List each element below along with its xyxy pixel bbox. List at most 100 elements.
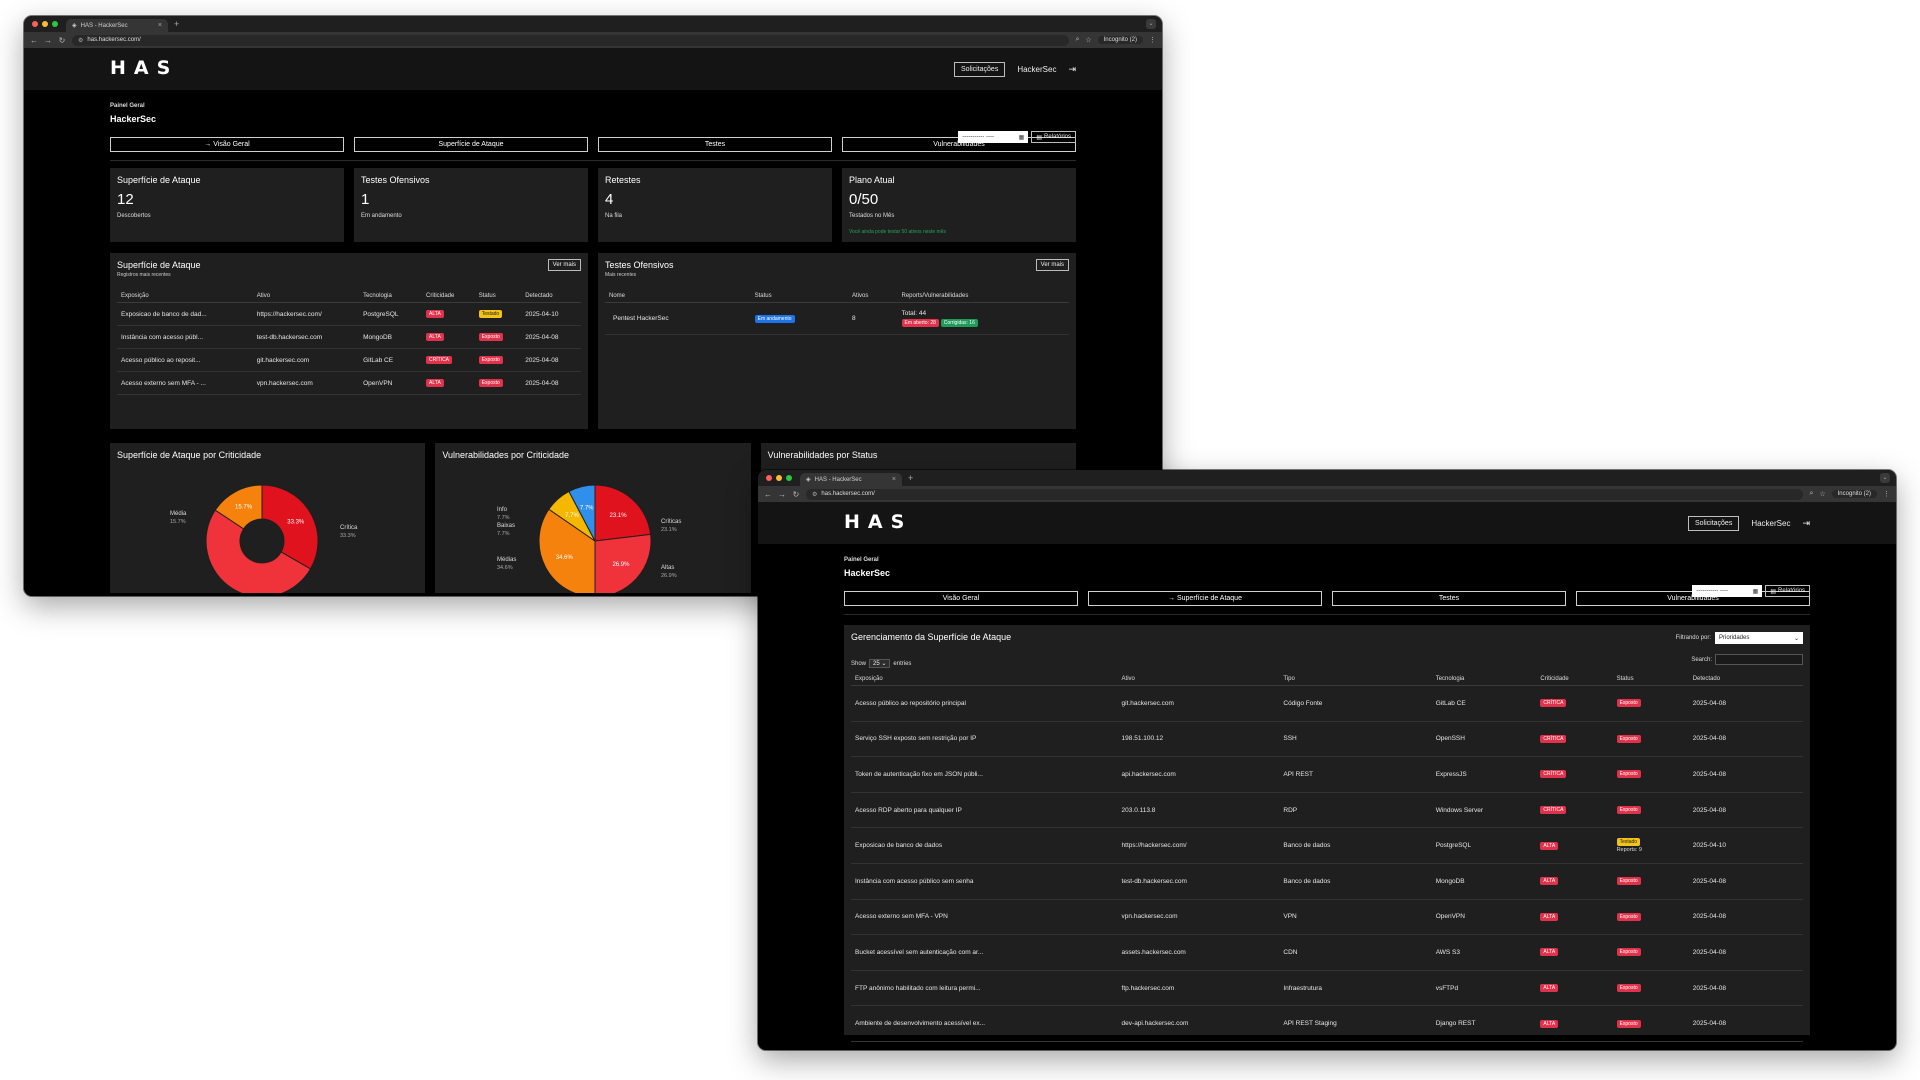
reload-icon[interactable]: ↻ [792, 489, 800, 499]
reports-button[interactable]: ▤ Relatórios [1765, 585, 1810, 597]
zoom-icon[interactable]: ⌕ [1809, 490, 1814, 497]
site-info-icon[interactable]: ⚙ [78, 37, 84, 44]
user-name[interactable]: HackerSec [1017, 65, 1057, 74]
see-more-button[interactable]: Ver mais [547, 259, 581, 271]
column-header[interactable]: Ativos [848, 290, 898, 303]
column-header[interactable]: Ativo [252, 290, 360, 303]
pie-slice-vulnerabilities-1[interactable] [594, 533, 652, 593]
user-name[interactable]: HackerSec [1751, 519, 1791, 528]
tab-attack-surface[interactable]: → Superfície de Ataque [1088, 591, 1322, 606]
tab-attack-surface[interactable]: Superfície de Ataque [354, 137, 588, 152]
has-logo[interactable]: HAS [110, 57, 179, 79]
column-header[interactable]: Criticidade [422, 290, 475, 303]
table-row[interactable]: Acesso público ao repositório principal g… [851, 685, 1803, 722]
tab-tests[interactable]: Testes [1332, 591, 1566, 606]
column-header[interactable]: Detectado [1688, 673, 1803, 686]
close-window-button[interactable] [32, 21, 38, 27]
column-header[interactable]: Tecnologia [1431, 673, 1537, 686]
column-header[interactable]: Nome [605, 290, 751, 303]
see-more-button[interactable]: Ver mais [1035, 259, 1069, 271]
browser-tab[interactable]: ◈ HAS - HackerSec × [66, 19, 168, 32]
table-row[interactable]: Ambiente de desenvolvimento acessível ex… [851, 1005, 1803, 1042]
new-tab-icon[interactable]: + [908, 473, 914, 483]
table-row[interactable]: Instância com acesso públ... test-db.hac… [117, 325, 581, 349]
maximize-window-button[interactable] [52, 21, 58, 27]
browser-menu-icon[interactable]: ⋮ [1883, 491, 1890, 498]
table-row[interactable]: Exposicao de banco de dados https://hacke… [851, 827, 1803, 864]
logout-icon[interactable]: ⇥ [1802, 518, 1810, 528]
has-logo[interactable]: HAS [844, 511, 913, 533]
calendar-icon[interactable]: ▦ [1752, 588, 1759, 595]
column-header[interactable]: Status [750, 290, 849, 303]
incognito-badge[interactable]: Incognito (2) [1097, 36, 1143, 44]
address-bar[interactable]: ⚙ has.hackersec.com/ [72, 34, 1070, 46]
status-cell: Exposto [1612, 685, 1689, 722]
column-header[interactable]: Status [474, 290, 522, 303]
column-header[interactable]: Tipo [1279, 673, 1432, 686]
site-info-icon[interactable]: ⚙ [812, 491, 818, 498]
table-row[interactable]: Acesso externo sem MFA - VPN vpn.hackerse… [851, 899, 1803, 936]
pie-slice-attack-surface-0[interactable] [261, 484, 319, 570]
back-icon[interactable]: ← [764, 489, 772, 499]
column-header[interactable]: Ativo [1117, 673, 1280, 686]
table-row[interactable]: Acesso RDP aberto para qualquer IP 203.0.… [851, 792, 1803, 829]
browser-menu-icon[interactable]: ⋮ [1149, 37, 1156, 44]
status-badge: Exposto [1616, 806, 1641, 815]
table-row[interactable]: Instância com acesso público sem senha te… [851, 863, 1803, 900]
pie-slice-vulnerabilities-2[interactable] [538, 508, 596, 593]
column-header[interactable]: Exposição [117, 290, 253, 303]
table-row[interactable]: Acesso externo sem MFA - ... vpn.hackers… [117, 371, 581, 395]
pie-slice-attack-surface-1[interactable] [205, 509, 312, 593]
reports-button[interactable]: ▤ Relatórios [1031, 131, 1076, 143]
maximize-window-button[interactable] [786, 475, 792, 481]
tab-overview[interactable]: Visão Geral [844, 591, 1078, 606]
forward-icon[interactable]: → [778, 489, 786, 499]
column-header[interactable]: Detectado [521, 290, 581, 303]
reload-icon[interactable]: ↻ [58, 35, 66, 45]
pie-slice-vulnerabilities-4[interactable] [568, 484, 596, 542]
table-row[interactable]: Serviço SSH exposto sem restrição por IP… [851, 721, 1803, 758]
table-row[interactable]: FTP anônimo habilitado com leitura permi… [851, 970, 1803, 1007]
bookmark-star-icon[interactable]: ☆ [1819, 491, 1826, 498]
zoom-icon[interactable]: ⌕ [1075, 36, 1080, 43]
close-window-button[interactable] [766, 475, 772, 481]
column-header[interactable]: Status [1612, 673, 1689, 686]
column-header[interactable]: Criticidade [1536, 673, 1613, 686]
search-input[interactable] [1715, 654, 1803, 665]
close-tab-icon[interactable]: × [891, 476, 896, 483]
back-icon[interactable]: ← [30, 35, 38, 45]
pie-slice-attack-surface-2[interactable] [214, 484, 263, 530]
criticality-badge: CRÍTICA [1540, 770, 1567, 779]
table-row[interactable]: Token de autenticação fixo em JSON públi… [851, 756, 1803, 793]
minimize-window-button[interactable] [776, 475, 782, 481]
tab-tests[interactable]: Testes [598, 137, 832, 152]
bookmark-star-icon[interactable]: ☆ [1085, 37, 1092, 44]
new-tab-icon[interactable]: + [174, 19, 180, 29]
incognito-badge[interactable]: Incognito (2) [1831, 490, 1877, 498]
close-tab-icon[interactable]: × [157, 22, 162, 29]
tab-search-icon[interactable]: ⌄ [1146, 19, 1156, 29]
pie-slice-vulnerabilities-0[interactable] [594, 484, 652, 542]
table-row[interactable]: Acesso público ao reposit... git.hackers… [117, 348, 581, 372]
table-row[interactable]: Exposicao de banco de dad... https://hac… [117, 302, 581, 326]
requests-button[interactable]: Solicitações [953, 62, 1006, 77]
table-row[interactable]: Bucket acessível sem autenticação com ar… [851, 934, 1803, 971]
column-header[interactable]: Tecnologia [359, 290, 423, 303]
month-input[interactable]: ----------- ---- ▦ [1692, 585, 1763, 597]
forward-icon[interactable]: → [44, 35, 52, 45]
filter-select[interactable]: Prioridades ⌄ [1715, 632, 1803, 644]
calendar-icon[interactable]: ▦ [1018, 134, 1025, 141]
requests-button[interactable]: Solicitações [1687, 516, 1740, 531]
month-input[interactable]: ----------- ---- ▦ [958, 131, 1029, 143]
column-header[interactable]: Reports/Vulnerabilidades [897, 290, 1069, 303]
tab-overview[interactable]: → Visão Geral [110, 137, 344, 152]
logout-icon[interactable]: ⇥ [1068, 64, 1076, 74]
table-row[interactable]: Pentest HackerSec Em andamento 8 Total: … [605, 302, 1069, 335]
entries-select[interactable]: 25 ⌄ [869, 659, 891, 668]
browser-tab[interactable]: ◈ HAS - HackerSec × [800, 473, 902, 486]
offensive-tests-table: Nome Status Ativos Reports/Vulnerabilida… [605, 290, 1069, 335]
address-bar[interactable]: ⚙ has.hackersec.com/ [806, 488, 1804, 500]
column-header[interactable]: Exposição [851, 673, 1118, 686]
minimize-window-button[interactable] [42, 21, 48, 27]
tab-search-icon[interactable]: ⌄ [1880, 473, 1890, 483]
